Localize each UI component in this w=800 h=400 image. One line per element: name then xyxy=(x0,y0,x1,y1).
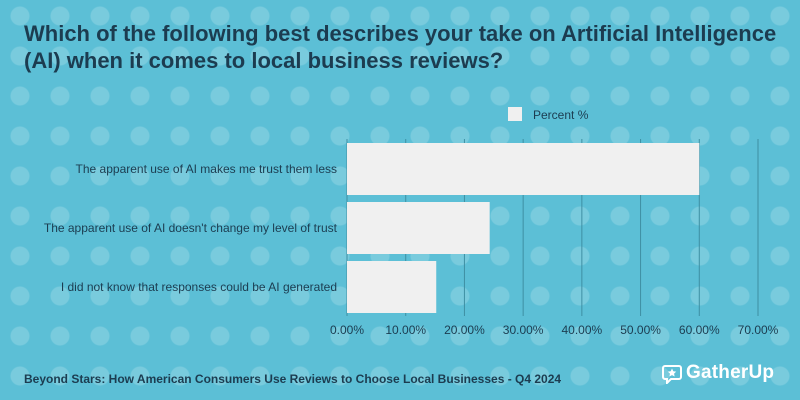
bar xyxy=(347,202,490,254)
x-tick-labels: 0.00% 10.00% 20.00% 30.00% 40.00% 50.00% 60.00… xyxy=(330,323,779,337)
footer-source: Beyond Stars: How American Consumers Use… xyxy=(24,372,562,386)
bar xyxy=(347,261,437,313)
x-tick-label: 60.00% xyxy=(679,323,720,337)
category-label: I did not know that responses could be A… xyxy=(61,280,337,294)
x-tick-label: 40.00% xyxy=(562,323,603,337)
legend-swatch xyxy=(508,107,522,121)
legend-label: Percent % xyxy=(533,108,589,122)
category-label: The apparent use of AI makes me trust th… xyxy=(76,162,337,176)
x-tick-label: 50.00% xyxy=(620,323,661,337)
x-tick-label: 10.00% xyxy=(385,323,426,337)
category-labels: The apparent use of AI makes me trust th… xyxy=(44,162,338,294)
star-chat-icon xyxy=(662,365,682,384)
logo-text: GatherUp xyxy=(686,362,775,383)
category-label: The apparent use of AI doesn't change my… xyxy=(44,221,338,235)
legend: Percent % xyxy=(508,107,589,122)
chart-title: Which of the following best describes yo… xyxy=(24,21,777,73)
x-tick-label: 0.00% xyxy=(330,323,364,337)
gatherup-logo: GatherUp xyxy=(662,361,774,385)
x-tick-label: 20.00% xyxy=(444,323,485,337)
x-tick-label: 30.00% xyxy=(503,323,544,337)
bar xyxy=(347,143,700,195)
bars xyxy=(347,143,700,313)
x-tick-label: 70.00% xyxy=(738,323,779,337)
